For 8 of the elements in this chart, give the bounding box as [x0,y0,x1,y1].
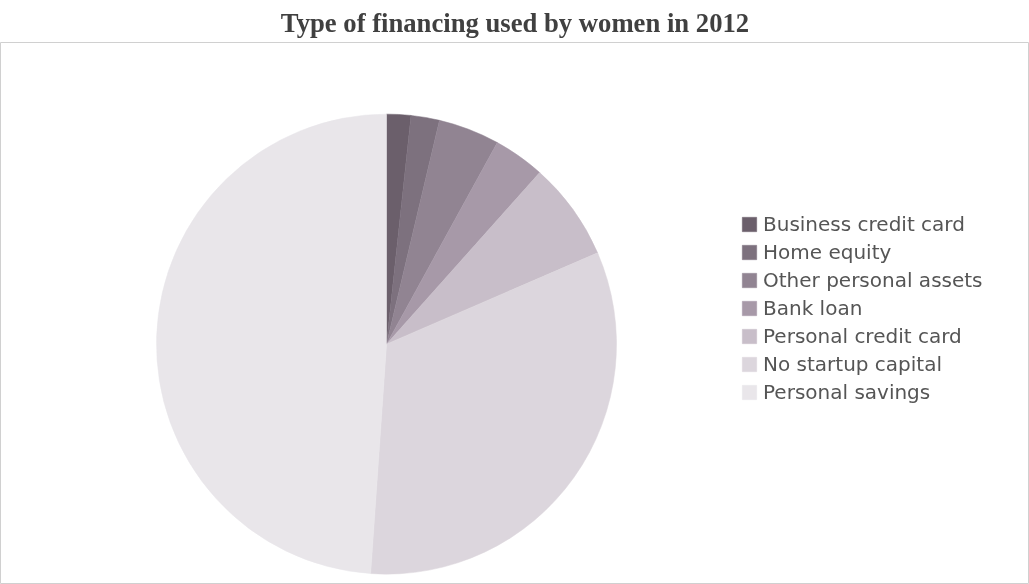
legend-label: No startup capital [763,352,943,376]
legend-label: Personal credit card [763,324,962,348]
legend-label: Bank loan [763,296,863,320]
legend-label: Personal savings [763,380,931,404]
chart-title: Type of financing used by women in 2012 [280,7,750,38]
legend-label: Business credit card [763,212,965,236]
legend-label: Other personal assets [763,268,983,292]
legend-label: Home equity [763,240,892,264]
